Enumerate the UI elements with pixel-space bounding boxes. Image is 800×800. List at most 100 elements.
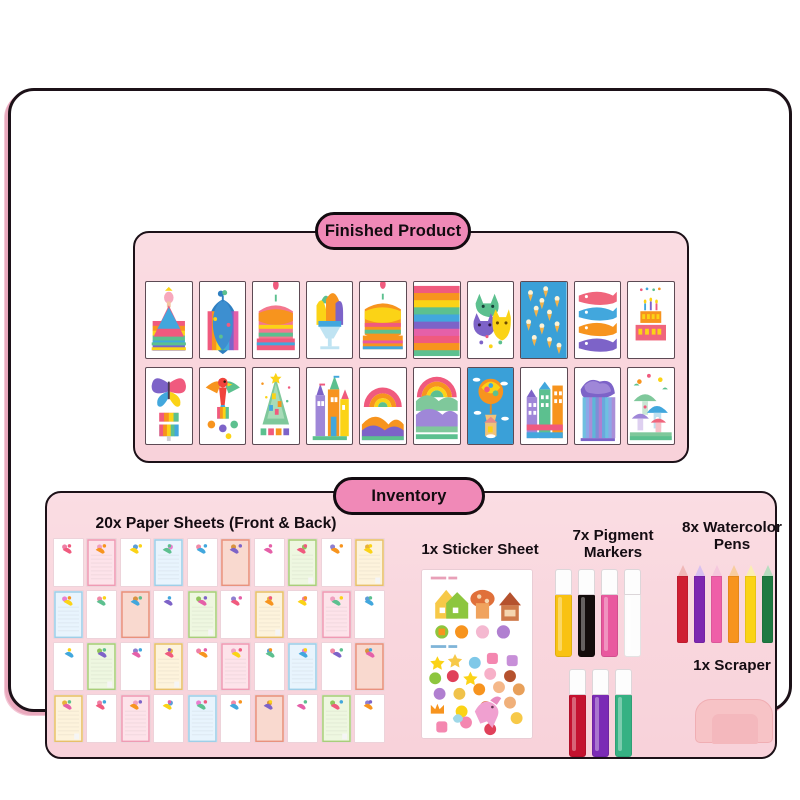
paper-sheet: [119, 589, 151, 640]
paper-sheet: [354, 641, 385, 692]
paper-sheet: [119, 693, 151, 743]
paper-sheet: [253, 538, 285, 588]
pigment-markers-group: [555, 569, 669, 757]
pen-barrel: [711, 576, 722, 643]
marker-highlight: [604, 597, 608, 651]
pigment-markers-label: 7x Pigment Markers: [572, 527, 654, 562]
sticker-sheet-label: 1x Sticker Sheet: [421, 541, 539, 558]
marker-body: [601, 595, 618, 657]
pigment-marker: [624, 569, 641, 657]
paper-sheet: [320, 538, 352, 588]
pen-tip: [677, 565, 688, 576]
pen-barrel: [762, 576, 773, 643]
product-infographic-frame: Finished Product Inventory 20x Paper She…: [8, 88, 792, 759]
watercolor-pen: [711, 565, 722, 643]
watercolor-pen: [745, 565, 756, 643]
marker-cap: [601, 569, 618, 595]
pen-tip: [694, 565, 705, 576]
watercolor-pen: [728, 565, 739, 643]
watercolor-pens-label: 8x Watercolor Pens: [682, 519, 782, 554]
paper-sheet: [220, 641, 252, 692]
paper-sheet: [354, 538, 385, 588]
pen-barrel: [677, 576, 688, 643]
paper-sheet: [86, 538, 118, 588]
marker-cap: [615, 669, 632, 695]
scraper-label: 1x Scraper: [693, 657, 771, 674]
finished-card-green-mountain: [252, 367, 300, 445]
paper-sheet: [153, 589, 185, 640]
marker-cap: [624, 569, 641, 595]
paper-sheet: [186, 641, 218, 692]
finished-card-koi-fish: [573, 281, 622, 359]
paper-sheet: [287, 538, 319, 588]
marker-highlight: [618, 697, 622, 751]
marker-cap: [592, 669, 609, 695]
paper-sheet: [287, 693, 319, 743]
marker-cap: [555, 569, 572, 595]
pigment-marker: [601, 569, 618, 657]
paper-sheet: [53, 538, 84, 588]
finished-card-castle-towers: [305, 367, 354, 445]
finished-card-striped-stack: [412, 281, 461, 359]
finished-card-row-2: [145, 367, 675, 445]
watercolor-pens-group: [677, 565, 789, 647]
paper-sheet: [86, 641, 118, 692]
paper-sheets-grid: [53, 538, 385, 743]
marker-body: [555, 595, 572, 657]
paper-sheet: [220, 693, 252, 743]
marker-cap: [569, 669, 586, 695]
paper-sheet: [354, 589, 385, 640]
finished-card-pink-cake: [252, 281, 300, 359]
finished-card-mushroom-houses: [627, 367, 675, 445]
paper-sheet: [253, 693, 285, 743]
marker-body: [615, 695, 632, 757]
finished-card-orange-cake: [359, 281, 407, 359]
pen-tip: [728, 565, 739, 576]
marker-highlight: [581, 597, 585, 651]
pen-tip: [711, 565, 722, 576]
scraper-tool-icon: [695, 699, 773, 744]
paper-sheet: [53, 693, 84, 743]
finished-card-rainbow-hills: [359, 367, 407, 445]
marker-highlight: [572, 697, 576, 751]
paper-sheet: [86, 693, 118, 743]
paper-sheet: [153, 538, 185, 588]
marker-highlight: [558, 597, 562, 651]
paper-sheets-label: 20x Paper Sheets (Front & Back): [95, 515, 337, 532]
finished-card-hot-air-balloon: [466, 367, 515, 445]
finished-card-city-buildings: [520, 367, 568, 445]
paper-sheet: [253, 589, 285, 640]
watercolor-pen: [694, 565, 705, 643]
finished-card-birthday-cake: [627, 281, 675, 359]
finished-card-ice-cream-sundae: [305, 281, 354, 359]
pigment-marker: [569, 669, 586, 757]
paper-sheet: [287, 589, 319, 640]
paper-sheet: [253, 641, 285, 692]
finished-card-parrot: [198, 367, 247, 445]
watercolor-pen: [762, 565, 773, 643]
finished-card-ice-cream-cones: [520, 281, 568, 359]
paper-sheet: [119, 641, 151, 692]
pigment-marker: [578, 569, 595, 657]
pigment-marker: [615, 669, 632, 757]
pen-tip: [762, 565, 773, 576]
paper-sheet: [53, 641, 84, 692]
paper-sheet: [186, 693, 218, 743]
finished-card-row-1: [145, 281, 675, 359]
pen-barrel: [728, 576, 739, 643]
paper-sheet: [53, 589, 84, 640]
marker-highlight: [627, 597, 631, 651]
paper-sheet: [186, 589, 218, 640]
paper-sheet: [287, 641, 319, 692]
finished-card-three-cats: [466, 281, 515, 359]
finished-card-peacock: [198, 281, 247, 359]
marker-cap: [578, 569, 595, 595]
paper-sheet: [119, 538, 151, 588]
pen-barrel: [745, 576, 756, 643]
paper-sheet: [153, 693, 185, 743]
marker-body: [624, 595, 641, 657]
sticker-sheet-image: [421, 569, 533, 739]
paper-sheet: [220, 589, 252, 640]
paper-sheet: [86, 589, 118, 640]
paper-sheet: [320, 693, 352, 743]
